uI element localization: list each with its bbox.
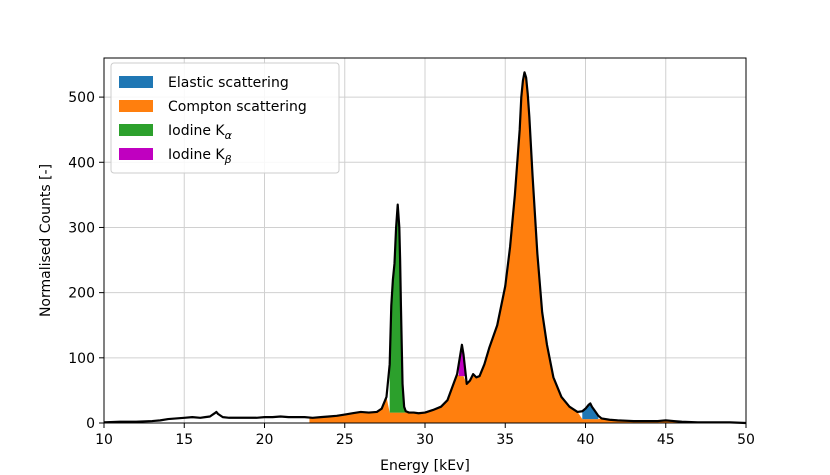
x-tick-label: 25	[336, 432, 354, 448]
legend-label-kbeta: Iodine Kβ	[168, 147, 232, 166]
x-tick-label: 20	[256, 432, 274, 448]
legend-swatch-compton	[119, 100, 153, 112]
y-axis-ticks: 0 100 200 300 400 500	[68, 90, 104, 432]
y-tick-label: 100	[68, 351, 95, 367]
y-tick-label: 0	[86, 416, 95, 432]
legend-box	[110, 62, 340, 174]
legend-swatch-kalpha	[119, 124, 153, 136]
y-tick-label: 200	[68, 286, 95, 302]
legend: Elastic scattering Compton scattering Iodi…	[110, 62, 340, 174]
x-tick-label: 50	[737, 432, 755, 448]
legend-label-elastic: Elastic scattering	[168, 75, 289, 91]
compton-fill	[309, 72, 746, 423]
legend-label-compton: Compton scattering	[168, 99, 307, 115]
legend-label-kalpha: Iodine Kα	[168, 123, 233, 142]
y-tick-label: 400	[68, 155, 95, 171]
x-axis-ticks: 10 15 20 25 30 35 40 45 50	[95, 423, 755, 448]
spectrum-line	[103, 71, 747, 425]
x-tick-label: 10	[95, 432, 113, 448]
legend-swatch-kbeta	[119, 148, 153, 160]
y-tick-label: 500	[68, 90, 95, 106]
x-tick-label: 15	[175, 432, 193, 448]
x-tick-label: 35	[496, 432, 514, 448]
legend-swatch-elastic	[119, 76, 153, 88]
fill-regions	[309, 72, 746, 423]
x-tick-label: 45	[657, 432, 675, 448]
y-axis-label: Normalised Counts [-]	[38, 164, 54, 317]
x-axis-label: Energy [kEv]	[380, 458, 470, 474]
y-tick-label: 300	[68, 220, 95, 236]
x-tick-label: 30	[416, 432, 434, 448]
elastic-fill	[582, 403, 599, 420]
x-tick-label: 40	[577, 432, 595, 448]
